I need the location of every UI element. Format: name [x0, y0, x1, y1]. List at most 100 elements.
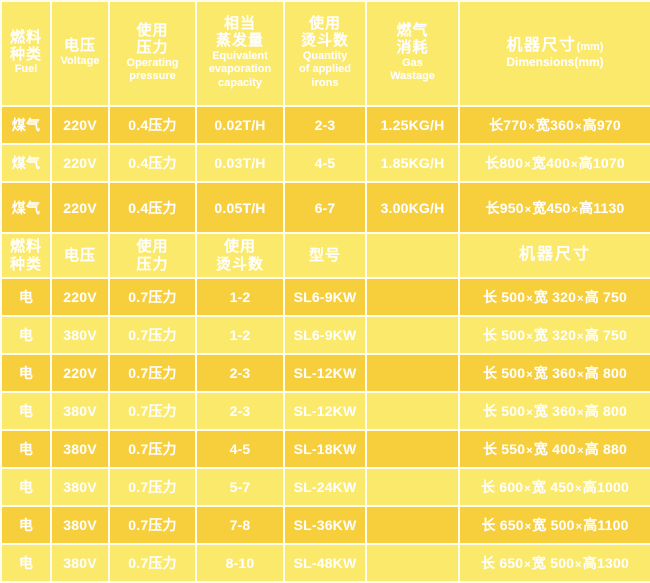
header-cn-line2: 压力: [136, 255, 169, 273]
table-row: 电 380V 0.7压力 7-8 SL-36KW 长 650×宽 500×高11…: [0, 505, 650, 545]
dim-length: 长 650: [481, 555, 524, 571]
cell-dimensions: 长800×宽400×高1070: [458, 143, 650, 183]
cell-blank: [365, 467, 460, 507]
cell-fuel: 电: [0, 505, 52, 545]
dim-height: 高1100: [583, 517, 629, 533]
dim-separator: ×: [577, 445, 584, 457]
header-cn-line1: 使用: [136, 238, 169, 256]
dim-height: 高 800: [584, 403, 627, 419]
cell-fuel: 电: [0, 467, 52, 507]
dim-separator: ×: [524, 559, 531, 571]
cell-voltage: 380V: [50, 315, 110, 355]
dim-separator: ×: [526, 407, 533, 419]
header-cn-line2: 压力: [136, 38, 169, 56]
cell-irons: 2-3: [195, 391, 285, 431]
dim-width: 宽 450: [531, 479, 575, 495]
cell-voltage: 220V: [50, 105, 110, 145]
dim-length: 长 600: [481, 479, 524, 495]
dim-separator: ×: [577, 331, 584, 343]
cell-dimensions: 长770×宽360×高970: [458, 105, 650, 145]
cell-fuel: 煤气: [0, 105, 52, 145]
cell-dimensions: 长950×宽450×高1130: [458, 181, 650, 234]
cell-voltage: 380V: [50, 467, 110, 507]
header-cell-voltage: 电压: [50, 232, 110, 279]
table-row: 电 380V 0.7压力 5-7 SL-24KW 长 600×宽 450×高10…: [0, 467, 650, 507]
dim-width: 宽 400: [533, 441, 577, 457]
header-cell-fuel: 燃料 种类: [0, 232, 52, 279]
cell-fuel: 电: [0, 429, 52, 469]
table-row: 电 220V 0.7压力 2-3 SL-12KW 长 500×宽 360×高 8…: [0, 353, 650, 393]
cell-pressure: 0.7压力: [108, 429, 197, 469]
cell-blank: [365, 505, 460, 545]
dim-separator: ×: [526, 445, 533, 457]
header-en-line1: Fuel: [14, 63, 38, 76]
dim-length: 长950: [485, 199, 524, 216]
cell-voltage: 220V: [50, 277, 110, 317]
cell-voltage: 220V: [50, 181, 110, 234]
header-en-line2: evaporation: [208, 63, 272, 76]
header-en-line1: Quantity: [302, 49, 348, 62]
dim-separator: ×: [524, 483, 531, 495]
cell-voltage: 220V: [50, 353, 110, 393]
cell-model: SL-36KW: [283, 505, 367, 545]
cell-wastage: 1.85KG/H: [365, 143, 460, 183]
cell-pressure: 0.7压力: [108, 353, 197, 393]
dim-width: 宽 320: [533, 327, 577, 343]
cell-voltage: 380V: [50, 505, 110, 545]
cell-fuel: 电: [0, 543, 52, 583]
dim-width: 宽 360: [533, 365, 577, 381]
header-cn-line1: 燃料: [9, 238, 42, 256]
cell-wastage: 1.25KG/H: [365, 105, 460, 145]
table-row: 煤气 220V 0.4压力 0.05T/H 6-7 3.00KG/H 长950×…: [0, 181, 650, 234]
table-row: 电 220V 0.7压力 1-2 SL6-9KW 长 500×宽 320×高 7…: [0, 277, 650, 317]
dim-separator: ×: [577, 407, 584, 419]
cell-voltage: 380V: [50, 429, 110, 469]
dim-length: 长 500: [483, 289, 526, 305]
cell-model: SL-12KW: [283, 353, 367, 393]
dim-height: 高 800: [584, 365, 627, 381]
header-cell-blank: [365, 232, 460, 279]
cell-voltage: 380V: [50, 391, 110, 431]
header-cn-line2: 消耗: [396, 38, 429, 56]
dim-length: 长770: [489, 117, 528, 133]
cell-irons: 8-10: [195, 543, 285, 583]
header-cn-line1: 燃料: [9, 28, 42, 46]
dim-length: 长 500: [483, 327, 526, 343]
cell-model: SL-24KW: [283, 467, 367, 507]
cell-pressure: 0.7压力: [108, 543, 197, 583]
cell-fuel: 煤气: [0, 143, 52, 183]
header-cell-model: 型号: [283, 232, 367, 279]
dim-separator: ×: [575, 521, 583, 533]
cell-irons: 1-2: [195, 315, 285, 355]
cell-fuel: 电: [0, 353, 52, 393]
cell-pressure: 0.7压力: [108, 391, 197, 431]
dim-separator: ×: [524, 521, 532, 533]
dim-separator: ×: [528, 121, 535, 133]
header-cell-gas-wastage: 燃气 消耗 Gas Wastage: [365, 0, 460, 107]
dim-height: 高 750: [584, 327, 627, 343]
cell-voltage: 380V: [50, 543, 110, 583]
dim-width: 宽 500: [532, 517, 575, 533]
dim-separator: ×: [575, 483, 582, 495]
cell-model: SL-18KW: [283, 429, 367, 469]
dim-separator: ×: [526, 331, 533, 343]
cell-pressure: 0.7压力: [108, 277, 197, 317]
header-cn-line1: 电压: [63, 246, 96, 264]
header-cell-evaporation-capacity: 相当 蒸发量 Equivalent evaporation capacity: [195, 0, 285, 107]
cell-model: SL-12KW: [283, 391, 367, 431]
cell-blank: [365, 429, 460, 469]
dim-separator: ×: [526, 369, 533, 381]
header-en-line1: Operating: [126, 56, 179, 69]
gas-header-row: 燃料 种类 Fuel 电压 Voltage 使用 压力 Operating pr…: [0, 0, 650, 107]
cell-voltage: 220V: [50, 143, 110, 183]
table-row: 电 380V 0.7压力 4-5 SL-18KW 长 550×宽 400×高 8…: [0, 429, 650, 469]
table-row: 电 380V 0.7压力 1-2 SL6-9KW 长 500×宽 320×高 7…: [0, 315, 650, 355]
cell-model: SL6-9KW: [283, 315, 367, 355]
header-en-line3: capacity: [217, 77, 263, 90]
cell-irons: 7-8: [195, 505, 285, 545]
header-cn-line1: 使用: [223, 238, 256, 256]
cell-fuel: 电: [0, 391, 52, 431]
header-cn-line1: 机器尺寸: [518, 246, 591, 264]
cell-wastage: 3.00KG/H: [365, 181, 460, 234]
header-cn-line2: 蒸发量: [215, 31, 264, 49]
